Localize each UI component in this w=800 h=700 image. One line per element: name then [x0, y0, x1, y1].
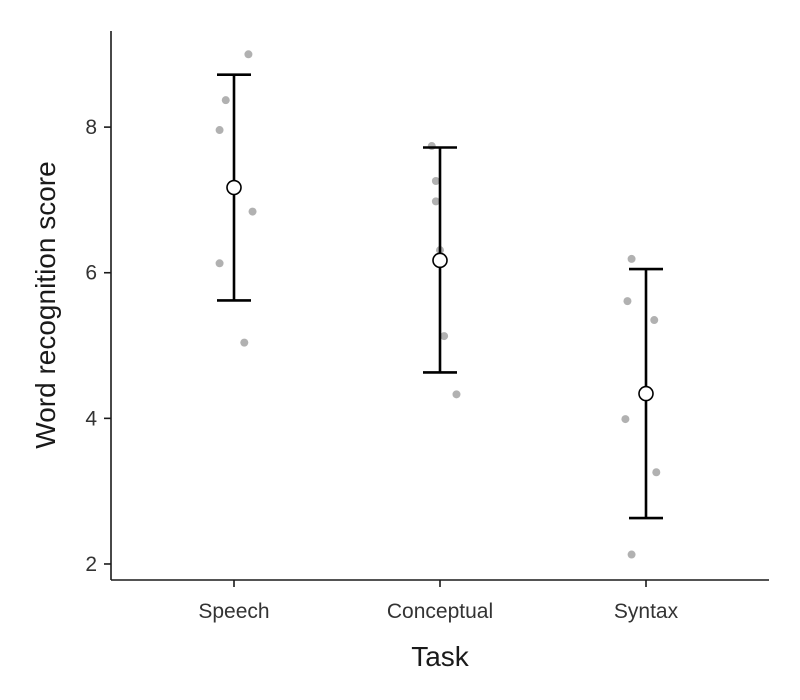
y-tick-label: 6 [85, 262, 97, 285]
raw-data-point [621, 415, 630, 424]
raw-data-point [431, 176, 440, 185]
error-bars [217, 73, 663, 520]
raw-data-point [623, 297, 632, 306]
y-ticks: 2 4 6 8 [85, 116, 111, 576]
raw-data-point [240, 338, 249, 347]
y-axis: 2 4 6 8 Word recognition score [30, 31, 112, 580]
raw-data-point [650, 316, 659, 325]
raw-data-point [652, 468, 661, 477]
x-tick-label-conceptual: Conceptual [387, 600, 493, 623]
raw-data-point [248, 207, 257, 216]
plot-area [215, 50, 663, 559]
x-ticks: Speech Conceptual Syntax [198, 580, 679, 623]
raw-data-point [440, 332, 449, 341]
x-axis: Speech Conceptual Syntax Task [111, 579, 769, 672]
raw-data-point [627, 550, 636, 559]
x-tick-label-speech: Speech [198, 600, 269, 623]
raw-data-point [452, 390, 461, 399]
y-tick-label: 2 [85, 553, 97, 576]
mean-points [226, 179, 654, 402]
raw-data-point [215, 259, 224, 268]
raw-data-point [431, 197, 440, 206]
mean-point-speech [226, 179, 242, 196]
y-tick-label: 4 [85, 407, 97, 430]
raw-data-point [627, 254, 636, 263]
raw-points [215, 50, 661, 559]
y-axis-title: Word recognition score [30, 161, 61, 448]
y-tick-label: 8 [85, 116, 97, 139]
raw-data-point [215, 126, 224, 135]
x-tick-label-syntax: Syntax [614, 600, 679, 623]
raw-data-point [221, 96, 230, 105]
mean-point-conceptual [432, 252, 448, 269]
raw-data-point [427, 142, 436, 151]
x-axis-title: Task [411, 641, 470, 672]
raw-data-point [244, 50, 253, 59]
mean-point-syntax [638, 385, 654, 402]
